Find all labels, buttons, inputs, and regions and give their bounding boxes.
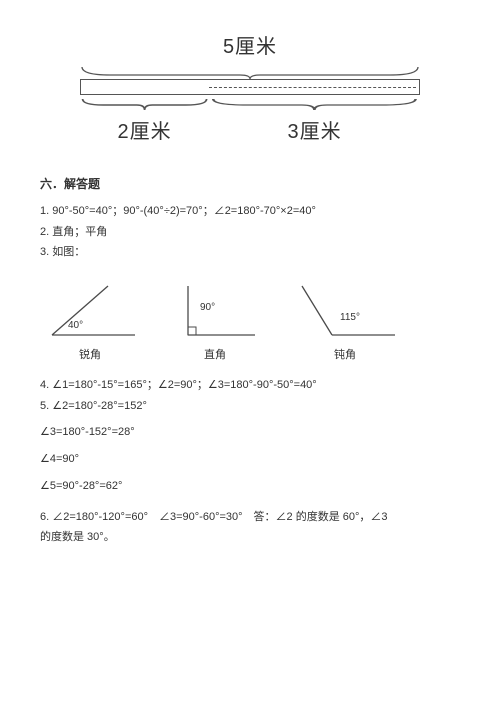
answer-line-2: 2. 直角；平角 (40, 223, 460, 242)
section-title: 六．解答题 (40, 175, 460, 192)
segment-dash (209, 87, 416, 88)
answer-line-5: 5. ∠2=180°-28°=152° (40, 397, 460, 416)
answer-line-9: 6. ∠2=180°-120°=60° ∠3=90°-60°=30° 答：∠2 … (40, 508, 460, 527)
top-brace-icon (80, 65, 420, 79)
answer-line-8: ∠5=90°-28°=62° (40, 477, 460, 496)
under-braces: 2厘米 3厘米 (80, 97, 420, 144)
total-length-label: 5厘米 (40, 30, 460, 59)
answer-line-3: 3. 如图： (40, 243, 460, 262)
left-length-label: 2厘米 (118, 115, 172, 144)
left-segment: 2厘米 (80, 97, 209, 144)
angle-acute: 40° 锐角 (40, 280, 140, 362)
left-brace-icon (80, 97, 209, 111)
segment-bar (80, 79, 420, 95)
right-brace-icon (209, 97, 420, 111)
acute-angle-icon: 40° (40, 280, 140, 342)
obtuse-angle-icon: 115° (290, 280, 400, 342)
right-angle-icon: 90° (170, 280, 260, 342)
page: 5厘米 2厘米 3厘米 (0, 0, 500, 569)
right-angle-caption: 直角 (204, 346, 226, 362)
segment-figure: 5厘米 2厘米 3厘米 (40, 30, 460, 145)
angle-right: 90° 直角 (170, 280, 260, 362)
right-segment: 3厘米 (209, 97, 420, 144)
right-length-label: 3厘米 (288, 115, 342, 144)
answer-line-6: ∠3=180°-152°=28° (40, 423, 460, 442)
angle-figures-row: 40° 锐角 90° 直角 115° 钝角 (40, 280, 400, 362)
answer-line-7: ∠4=90° (40, 450, 460, 469)
acute-angle-value: 40° (68, 320, 83, 331)
answer-line-10: 的度数是 30°。 (40, 528, 460, 547)
obtuse-angle-caption: 钝角 (334, 346, 356, 362)
answer-line-4: 4. ∠1=180°-15°=165°；∠2=90°；∠3=180°-90°-5… (40, 376, 460, 395)
obtuse-angle-value: 115° (340, 312, 360, 323)
figure-body: 2厘米 3厘米 (40, 65, 460, 145)
angle-obtuse: 115° 钝角 (290, 280, 400, 362)
acute-angle-caption: 锐角 (79, 346, 101, 362)
right-angle-value: 90° (200, 302, 215, 313)
answer-line-1: 1. 90°-50°=40°；90°-(40°÷2)=70°；∠2=180°-7… (40, 202, 460, 221)
